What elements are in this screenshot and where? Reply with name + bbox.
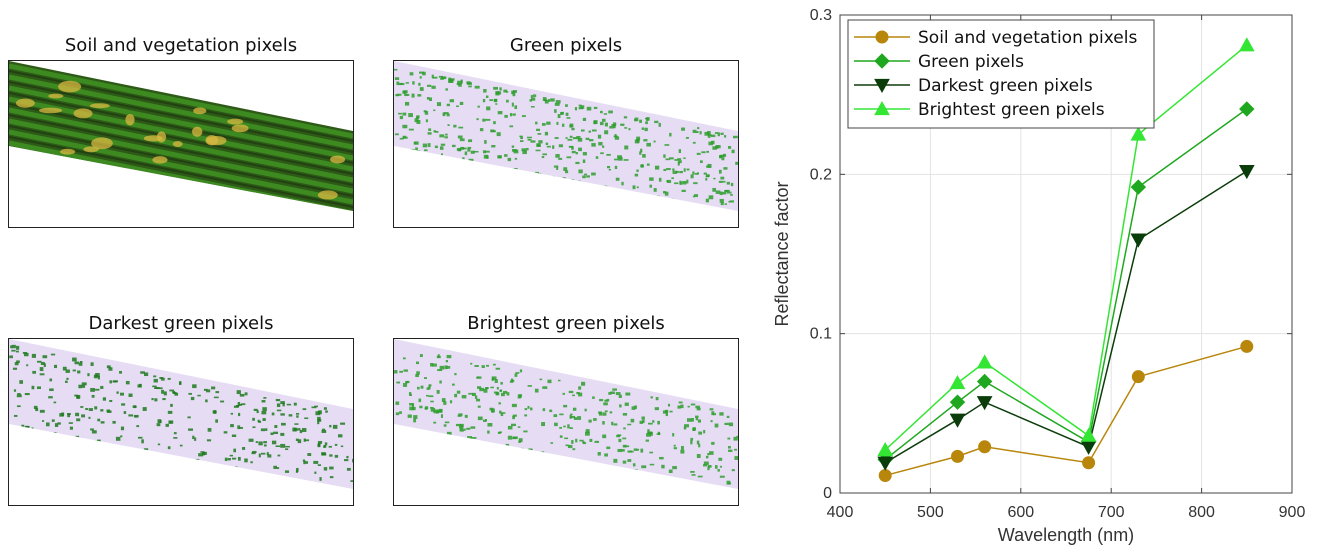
reflectance-chart: 400 500 600 700 800 900 0 0.1 0.2 0.3 Soil and ve… [772,7,1306,545]
panel-image [393,338,739,506]
legend-item: Brightest green pixels [854,100,1105,120]
axes: 400 500 600 700 800 900 0 0.1 0.2 0.3 [810,7,1306,521]
x-axis-label: Wavelength (nm) [998,525,1134,545]
y-tick-label: 0.1 [810,326,832,343]
data-point [1130,126,1147,141]
series-line [885,345,1248,477]
y-tick-label: 0 [823,485,832,502]
legend-marker [875,30,889,44]
legend: Soil and vegetation pixels Green pixels Da… [847,19,1155,129]
legend-item: Darkest green pixels [854,76,1093,96]
field-strip [394,339,738,489]
data-point [949,394,966,410]
series-line [884,108,1248,461]
data-point [1238,165,1255,180]
data-point [877,456,894,471]
panel-title: Darkest green pixels [88,313,274,334]
data-point [877,441,894,457]
data-point [878,468,892,482]
series-layer [877,37,1255,482]
data-point [978,440,992,454]
data-point [976,396,993,411]
legend-item: Green pixels [854,52,1024,72]
legend-label: Green pixels [918,52,1024,72]
y-tick-label: 0.3 [810,7,832,24]
series-line [884,170,1248,464]
data-point [1240,339,1254,353]
x-tick-label: 700 [1098,504,1125,521]
data-point [976,373,993,390]
legend-label: Soil and vegetation pixels [918,28,1137,48]
series-line [884,44,1248,451]
legend-label: Brightest green pixels [918,100,1105,120]
data-point [949,413,966,428]
panel-title: Green pixels [509,35,623,56]
x-tick-label: 800 [1188,504,1215,521]
x-tick-label: 500 [917,504,944,521]
data-point [1130,233,1147,248]
legend-box [847,19,1155,129]
data-point [976,354,993,369]
legend-marker [874,53,890,69]
panel-title: Brightest green pixels [467,313,665,334]
data-point [1082,456,1096,470]
data-point [1239,101,1255,117]
y-tick-label: 0.2 [810,166,832,183]
plot-frame [839,14,1293,494]
legend-marker [874,100,890,116]
data-point [1131,370,1145,384]
data-point [949,375,966,390]
data-point [1130,179,1147,195]
legend-label: Darkest green pixels [918,76,1093,96]
legend-marker [874,78,890,94]
data-point [1238,37,1255,52]
panel-title: Soil and vegetation pixels [64,35,298,56]
data-point [951,449,965,463]
y-axis-label: Reflectance factor [772,181,792,326]
series-2 [877,165,1255,471]
panel-image [393,60,739,228]
data-point [1080,427,1097,442]
x-tick-label: 400 [827,504,854,521]
field-strip [394,61,738,211]
panel-image [8,338,354,506]
panel-image [8,60,354,228]
x-tick-label: 900 [1279,504,1306,521]
series-3 [877,37,1255,457]
x-tick-label: 600 [1007,504,1034,521]
legend-item: Soil and vegetation pixels [854,28,1137,48]
